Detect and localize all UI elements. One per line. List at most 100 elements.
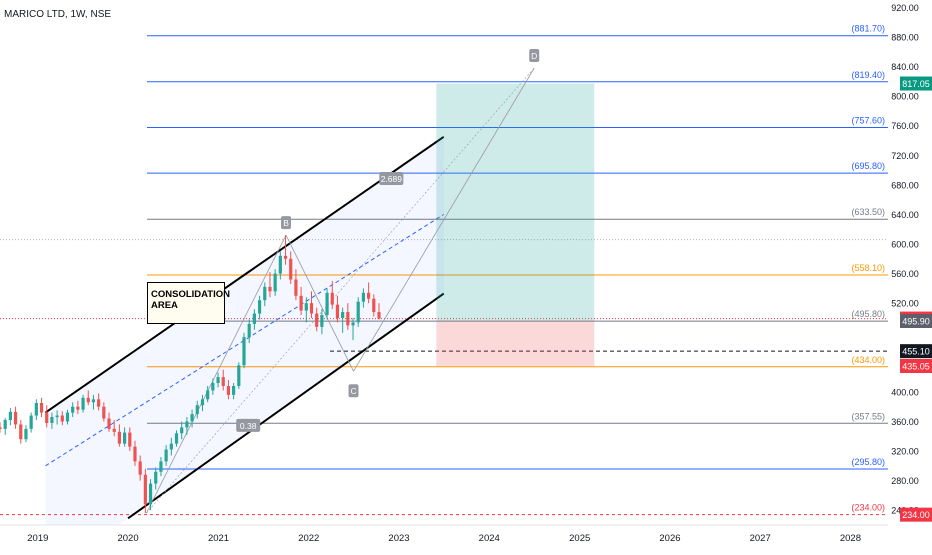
candle-body	[102, 406, 106, 419]
candle-body	[159, 461, 163, 472]
candle-body	[200, 399, 205, 406]
x-tick-label: 2022	[298, 533, 319, 544]
pattern-point-label: D	[531, 51, 537, 61]
price-badge-label: 817.05	[902, 79, 930, 89]
chart-labels: B C D 2.689 0.38	[236, 49, 540, 432]
harmonic-pattern	[145, 67, 535, 514]
candle-body	[226, 385, 231, 395]
y-tick-label: 520.00	[891, 299, 919, 309]
candle-body	[242, 337, 246, 366]
y-tick-label: 840.00	[891, 62, 919, 72]
x-tick-label: 2027	[750, 533, 771, 544]
price-badge-label: 234.00	[902, 510, 930, 520]
pattern-point-label: C	[350, 386, 356, 396]
price-axis	[888, 0, 932, 550]
candle-body	[278, 255, 282, 274]
level-label: (357.55)	[851, 411, 885, 421]
candle-body	[190, 414, 194, 422]
level-label: (434.00)	[851, 355, 885, 365]
candle-body	[138, 461, 142, 475]
candle-body	[377, 312, 381, 319]
candle-body	[232, 385, 236, 395]
pattern-leg	[145, 234, 287, 514]
candle-body	[65, 412, 70, 422]
candle-body	[335, 304, 340, 318]
candle-body	[325, 292, 329, 315]
candle-body	[247, 323, 251, 338]
candle-body	[341, 312, 345, 318]
candle-body	[39, 402, 44, 413]
candle-body	[294, 279, 298, 296]
price-badge-label: 495.90	[902, 316, 930, 326]
candle-body	[351, 322, 355, 326]
price-badge	[900, 507, 932, 522]
candle-body	[148, 483, 153, 505]
pattern-leg	[353, 67, 535, 372]
x-tick-label: 2019	[27, 533, 48, 544]
price-badge	[900, 313, 932, 328]
level-label: (695.80)	[851, 161, 885, 171]
symbol-title: MARICO LTD, 1W, NSE	[4, 9, 112, 20]
price-badge	[900, 344, 932, 359]
candle-body	[29, 415, 33, 429]
candle-body	[133, 446, 137, 462]
price-badge-label: 435.05	[902, 361, 930, 371]
consolidation-area-label[interactable]: CONSOLIDATION AREA	[147, 282, 230, 324]
candle-body	[315, 313, 319, 327]
profit-zone	[436, 83, 595, 321]
candle-body	[356, 301, 360, 323]
level-label: (633.50)	[851, 207, 885, 217]
candle-body	[289, 258, 293, 280]
candle-body	[97, 399, 101, 407]
y-tick-label: 560.00	[891, 269, 919, 279]
ratio-badge	[236, 418, 261, 432]
candle-body	[346, 312, 350, 326]
candle-body	[91, 399, 96, 403]
candle-body	[122, 432, 127, 444]
y-tick-label: 720.00	[891, 151, 919, 161]
candle-body	[299, 295, 303, 311]
x-tick-label: 2026	[659, 533, 680, 544]
y-tick-label: 760.00	[891, 121, 919, 131]
x-tick-label: 2025	[569, 533, 590, 544]
candle-body	[0, 427, 2, 429]
price-badge	[900, 358, 932, 373]
y-tick-label: 320.00	[891, 447, 919, 457]
candle-body	[24, 428, 28, 440]
pattern-point-badge	[348, 384, 359, 398]
candle-body	[216, 377, 220, 384]
y-tick-label: 280.00	[891, 476, 919, 486]
level-label: (819.40)	[851, 70, 885, 80]
y-tick-label: 640.00	[891, 210, 919, 220]
y-tick-label: 600.00	[891, 240, 919, 250]
candle-body	[221, 377, 225, 386]
candle-body	[366, 292, 371, 299]
x-tick-label: 2028	[840, 533, 861, 544]
y-tick-label: 680.00	[891, 180, 919, 190]
ratio-badge	[379, 171, 404, 185]
level-label: (295.80)	[851, 457, 885, 467]
x-tick-label: 2021	[208, 533, 229, 544]
x-tick-label: 2020	[117, 533, 138, 544]
pattern-point-badge	[281, 216, 292, 230]
pattern-point-badge	[529, 49, 540, 63]
candle-body	[180, 427, 184, 434]
candle-body	[86, 397, 90, 403]
candle-body	[71, 406, 75, 413]
candle-body	[60, 415, 64, 422]
candle-body	[81, 397, 85, 410]
level-label: (495.80)	[851, 309, 885, 319]
y-tick-label: 800.00	[891, 92, 919, 102]
candle-body	[128, 432, 132, 447]
x-tick-label: 2023	[388, 533, 409, 544]
candle-body	[143, 474, 147, 505]
y-tick-label: 360.00	[891, 417, 919, 427]
x-tick-label: 2024	[479, 533, 500, 544]
candle-body	[185, 421, 189, 428]
pattern-diagonal	[146, 67, 535, 514]
ratio-label: 0.38	[240, 421, 257, 431]
candle-body	[112, 428, 116, 432]
